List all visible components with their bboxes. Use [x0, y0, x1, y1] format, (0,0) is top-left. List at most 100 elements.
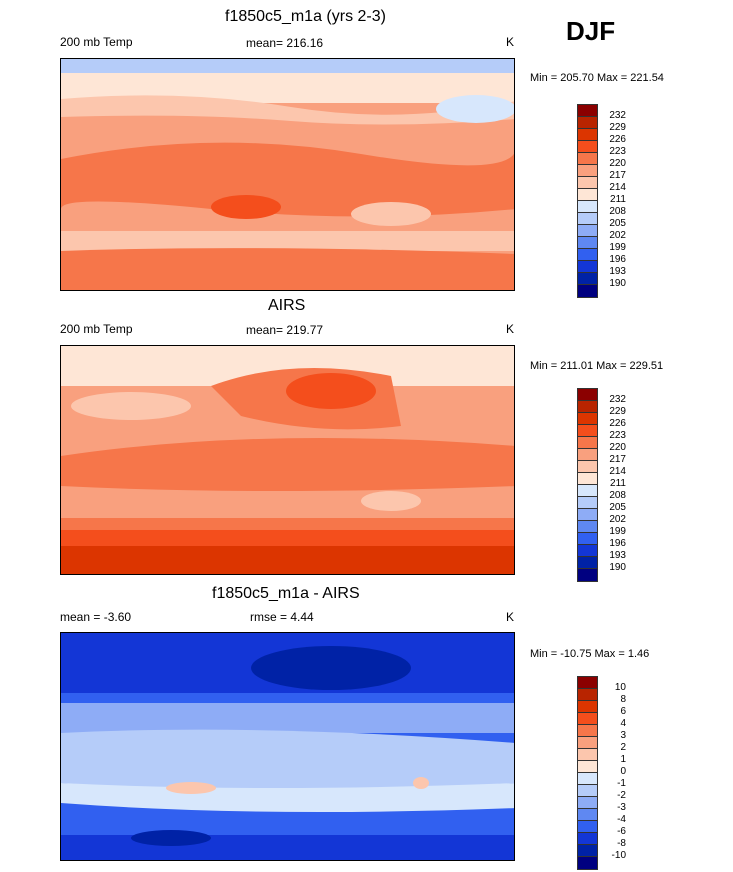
colorbar-label: 226 — [609, 134, 626, 145]
colorbar-label: 190 — [609, 278, 626, 289]
colorbar-box — [578, 821, 597, 833]
colorbar-box — [578, 749, 597, 761]
colorbar-label: 205 — [609, 218, 626, 229]
colorbar-box — [578, 201, 597, 213]
colorbar-label: -3 — [617, 802, 626, 813]
colorbar-box — [578, 141, 597, 153]
colorbar-label: 190 — [609, 562, 626, 573]
colorbar-box — [578, 797, 597, 809]
panel2-variable: 200 mb Temp — [60, 322, 133, 336]
colorbar-label: -1 — [617, 778, 626, 789]
colorbar-label: 208 — [609, 490, 626, 501]
colorbar-box — [578, 473, 597, 485]
colorbar-label: 6 — [620, 706, 626, 717]
colorbar-label: 0 — [620, 766, 626, 777]
colorbar-label: 3 — [620, 730, 626, 741]
colorbar-label: 226 — [609, 418, 626, 429]
colorbar-box — [578, 533, 597, 545]
colorbar-box — [578, 545, 597, 557]
colorbar-box — [578, 213, 597, 225]
panel3-title: f1850c5_m1a - AIRS — [212, 585, 360, 602]
panel3-mean: mean = -3.60 — [60, 610, 132, 624]
panel3-contours — [61, 633, 514, 860]
panel1-title: f1850c5_m1a (yrs 2-3) — [225, 8, 386, 25]
panel3-colorbar-labels: 10 8 6 4 3 2 1 0 -1 -2 -3 -4 -6 -8 -10 — [606, 682, 626, 862]
colorbar-box — [578, 117, 597, 129]
colorbar-box — [578, 273, 597, 285]
colorbar-box — [578, 261, 597, 273]
colorbar-label: 211 — [610, 194, 626, 205]
colorbar-box — [578, 689, 597, 701]
colorbar-box — [578, 249, 597, 261]
colorbar-box — [578, 449, 597, 461]
colorbar-label: 8 — [620, 694, 626, 705]
colorbar-box — [578, 497, 597, 509]
colorbar-box — [578, 189, 597, 201]
colorbar-box — [578, 165, 597, 177]
colorbar-label: 199 — [609, 526, 626, 537]
colorbar-label: 196 — [609, 254, 626, 265]
colorbar-box — [578, 485, 597, 497]
colorbar-box — [578, 389, 597, 401]
colorbar-box — [578, 461, 597, 473]
colorbar-label: 220 — [609, 158, 626, 169]
season-label: DJF — [566, 16, 616, 46]
colorbar-label: 208 — [609, 206, 626, 217]
colorbar-box — [578, 773, 597, 785]
panel2-minmax: Min = 211.01 Max = 229.51 — [530, 360, 664, 372]
colorbar-box — [578, 129, 597, 141]
colorbar-label: 220 — [609, 442, 626, 453]
colorbar-box — [578, 857, 597, 869]
colorbar-label: 4 — [620, 718, 626, 729]
colorbar-box — [578, 833, 597, 845]
colorbar-label: 202 — [609, 230, 626, 241]
colorbar-label: -2 — [617, 790, 626, 801]
panel3-colorbar — [577, 676, 598, 870]
panel2-map — [60, 345, 515, 575]
panel1-variable: 200 mb Temp — [60, 35, 133, 49]
panel2-title: AIRS — [268, 297, 306, 314]
panel1-units: K — [506, 35, 515, 49]
panel1-map — [60, 58, 515, 291]
panel3-map — [60, 632, 515, 861]
colorbar-label: -4 — [617, 814, 626, 825]
panel3-minmax: Min = -10.75 Max = 1.46 — [530, 648, 650, 660]
colorbar-label: 232 — [609, 110, 626, 121]
colorbar-box — [578, 153, 597, 165]
colorbar-label: 214 — [609, 466, 626, 477]
colorbar-label: 193 — [609, 550, 626, 561]
colorbar-box — [578, 521, 597, 533]
colorbar-box — [578, 225, 597, 237]
colorbar-box — [578, 437, 597, 449]
colorbar-label: 199 — [609, 242, 626, 253]
colorbar-box — [578, 401, 597, 413]
colorbar-box — [578, 761, 597, 773]
colorbar-box — [578, 713, 597, 725]
colorbar-label: 2 — [620, 742, 626, 753]
colorbar-label: 211 — [610, 478, 626, 489]
colorbar-label: 193 — [609, 266, 626, 277]
panel2-colorbar — [577, 388, 598, 582]
colorbar-box — [578, 677, 597, 689]
colorbar-label: 217 — [609, 454, 626, 465]
colorbar-label: -8 — [617, 838, 626, 849]
colorbar-box — [578, 425, 597, 437]
colorbar-label: 202 — [609, 514, 626, 525]
colorbar-label: 229 — [609, 122, 626, 133]
colorbar-label: 205 — [609, 502, 626, 513]
colorbar-box — [578, 413, 597, 425]
colorbar-box — [578, 785, 597, 797]
colorbar-label: 232 — [609, 394, 626, 405]
colorbar-box — [578, 509, 597, 521]
colorbar-label: 196 — [609, 538, 626, 549]
colorbar-box — [578, 177, 597, 189]
panel1-contours — [61, 59, 514, 290]
panel2-units: K — [506, 322, 515, 336]
colorbar-box — [578, 845, 597, 857]
colorbar-box — [578, 809, 597, 821]
panel1-mean: mean= 216.16 — [246, 36, 324, 50]
colorbar-label: 223 — [609, 430, 626, 441]
colorbar-box — [578, 569, 597, 581]
colorbar-label: 10 — [614, 682, 626, 693]
